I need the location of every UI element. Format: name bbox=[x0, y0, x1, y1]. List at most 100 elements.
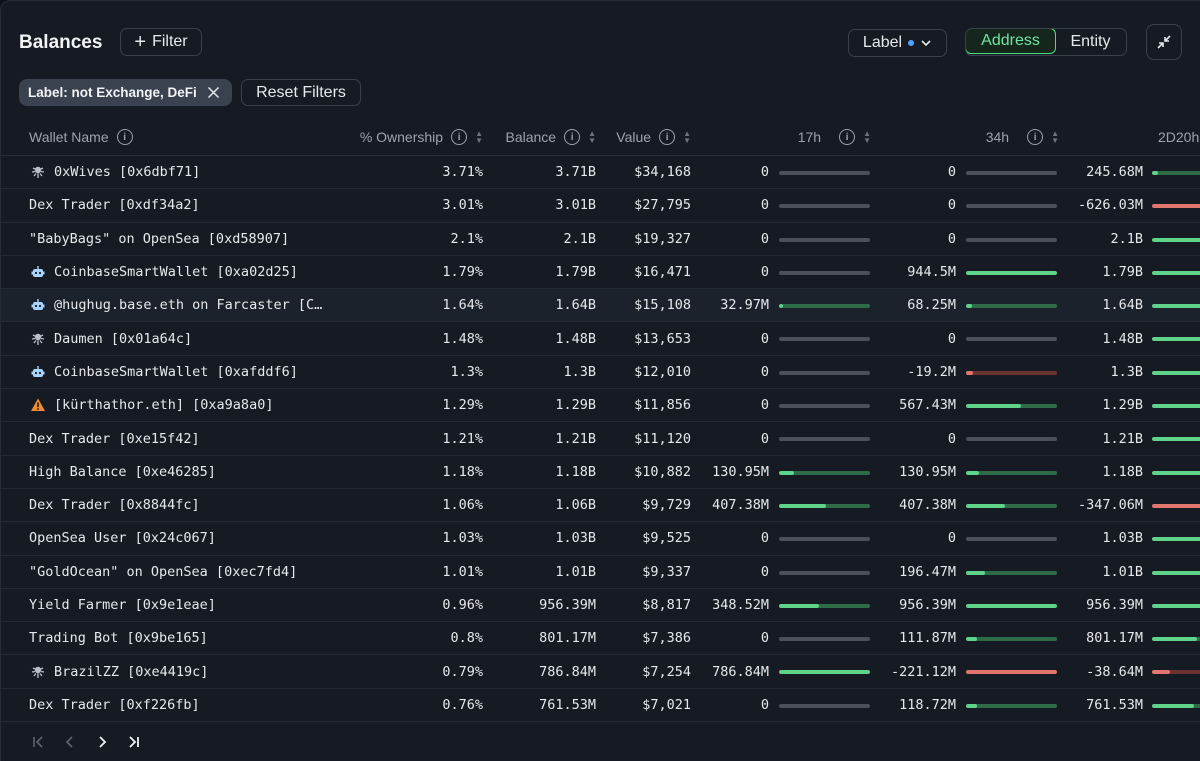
change-2d20h-bar bbox=[1152, 503, 1200, 508]
change-2d20h-bar bbox=[1152, 237, 1200, 242]
column-header-34h[interactable]: 34h i ▲ ▼ bbox=[949, 119, 1059, 155]
reset-filters-button[interactable]: Reset Filters bbox=[241, 79, 361, 106]
table-row[interactable]: Daumen [0x01a64c] 1.48% 1.48B $13,653 0 0 1.48… bbox=[1, 322, 1200, 356]
sort-icon[interactable]: ▲ ▼ bbox=[863, 129, 871, 145]
column-header-label: 34h bbox=[985, 129, 1010, 145]
column-header-2d20h[interactable]: 2D20h bbox=[1158, 119, 1199, 155]
table-row[interactable]: [kürthathor.eth] [0xa9a8a0] 1.29% 1.29B $11… bbox=[1, 389, 1200, 423]
wallet-name[interactable]: Trading Bot [0x9be165] bbox=[29, 630, 208, 647]
last-page-button[interactable] bbox=[125, 733, 143, 751]
wallet-name[interactable]: Dex Trader [0xdf34a2] bbox=[29, 197, 200, 214]
change-34h-value: 944.5M bbox=[907, 264, 956, 281]
wallet-name-cell[interactable]: "BabyBags" on OpenSea [0xd58907] bbox=[29, 223, 341, 255]
tab-address[interactable]: Address bbox=[966, 29, 1056, 54]
table-row[interactable]: CoinbaseSmartWallet [0xa02d25] 1.79% 1.79B… bbox=[1, 256, 1200, 290]
change-17h-bar bbox=[779, 703, 870, 708]
change-17h-value: 32.97M bbox=[720, 297, 769, 314]
wallet-name-cell[interactable]: High Balance [0xe46285] bbox=[29, 456, 341, 488]
wallet-name[interactable]: CoinbaseSmartWallet [0xafddf6] bbox=[54, 363, 298, 380]
wallet-name-cell[interactable]: @hughug.base.eth on Farcaster [C… bbox=[29, 289, 341, 321]
value-cell: $13,653 bbox=[634, 330, 691, 347]
column-header-17h[interactable]: 17h i ▲ ▼ bbox=[761, 119, 871, 155]
wallet-name[interactable]: Dex Trader [0xe15f42] bbox=[29, 430, 200, 447]
wallet-name-cell[interactable]: Dex Trader [0xf226fb] bbox=[29, 689, 341, 721]
sort-icon[interactable]: ▲ ▼ bbox=[475, 129, 483, 145]
info-icon[interactable]: i bbox=[659, 129, 676, 145]
wallet-name-cell[interactable]: "GoldOcean" on OpenSea [0xec7fd4] bbox=[29, 556, 341, 588]
wallet-name-cell[interactable]: Dex Trader [0xe15f42] bbox=[29, 422, 341, 454]
change-2d20h-bar bbox=[1152, 703, 1200, 708]
wallet-name-cell[interactable]: BrazilZZ [0xe4419c] bbox=[29, 655, 341, 687]
wallet-name[interactable]: 0xWives [0x6dbf71] bbox=[54, 164, 201, 181]
table-row[interactable]: Yield Farmer [0x9e1eae] 0.96% 956.39M $8,81… bbox=[1, 589, 1200, 623]
wallet-name-cell[interactable]: [kürthathor.eth] [0xa9a8a0] bbox=[29, 389, 341, 421]
table-row[interactable]: BrazilZZ [0xe4419c] 0.79% 786.84M $7,254 786… bbox=[1, 655, 1200, 689]
table-row[interactable]: Trading Bot [0x9be165] 0.8% 801.17M $7,386 0… bbox=[1, 622, 1200, 656]
active-filter-chip[interactable]: Label: not Exchange, DeFi bbox=[19, 79, 232, 106]
wallet-name[interactable]: Dex Trader [0x8844fc] bbox=[29, 497, 200, 514]
change-34h-value: 0 bbox=[947, 197, 956, 214]
wallet-name[interactable]: "GoldOcean" on OpenSea [0xec7fd4] bbox=[29, 563, 298, 580]
wallet-name[interactable]: Dex Trader [0xf226fb] bbox=[29, 696, 200, 713]
table-row[interactable]: OpenSea User [0x24c067] 1.03% 1.03B $9,525 0… bbox=[1, 522, 1200, 556]
column-header-balance[interactable]: Balance i ▲ ▼ bbox=[481, 119, 596, 155]
table-row[interactable]: CoinbaseSmartWallet [0xafddf6] 1.3% 1.3B $1… bbox=[1, 356, 1200, 390]
info-icon[interactable]: i bbox=[564, 129, 581, 145]
change-17h-bar bbox=[779, 503, 870, 508]
close-icon[interactable] bbox=[207, 86, 220, 99]
column-header-wallet-name[interactable]: Wallet Name i bbox=[29, 119, 133, 155]
wallet-name-cell[interactable]: Dex Trader [0x8844fc] bbox=[29, 489, 341, 521]
sort-icon[interactable]: ▲ ▼ bbox=[588, 129, 596, 145]
wallet-name[interactable]: CoinbaseSmartWallet [0xa02d25] bbox=[54, 264, 298, 281]
value-cell: $9,337 bbox=[642, 563, 691, 580]
table-row[interactable]: Dex Trader [0xf226fb] 0.76% 761.53M $7,021 0… bbox=[1, 689, 1200, 723]
collapse-button[interactable] bbox=[1146, 24, 1182, 60]
column-header-value[interactable]: Value i ▲ ▼ bbox=[596, 119, 691, 155]
change-34h-value: 956.39M bbox=[899, 597, 956, 613]
bug-icon bbox=[29, 163, 47, 181]
table-row[interactable]: High Balance [0xe46285] 1.18% 1.18B $10,882… bbox=[1, 456, 1200, 489]
balance-cell: 1.06B bbox=[555, 497, 596, 514]
change-34h-value: 130.95M bbox=[899, 463, 956, 480]
wallet-name-cell[interactable]: CoinbaseSmartWallet [0xafddf6] bbox=[29, 356, 341, 388]
table-row[interactable]: "BabyBags" on OpenSea [0xd58907] 2.1% 2.1B… bbox=[1, 223, 1200, 256]
label-dropdown[interactable]: Label bbox=[848, 29, 947, 57]
wallet-name-cell[interactable]: CoinbaseSmartWallet [0xa02d25] bbox=[29, 256, 341, 288]
wallet-name[interactable]: "BabyBags" on OpenSea [0xd58907] bbox=[29, 230, 290, 247]
change-2d20h-value: 1.29B bbox=[1102, 397, 1143, 414]
previous-page-button[interactable] bbox=[61, 733, 79, 751]
wallet-name-cell[interactable]: Yield Farmer [0x9e1eae] bbox=[29, 589, 341, 621]
wallet-name[interactable]: BrazilZZ [0xe4419c] bbox=[54, 663, 209, 680]
wallet-name[interactable]: High Balance [0xe46285] bbox=[29, 463, 216, 480]
wallet-name[interactable]: Yield Farmer [0x9e1eae] bbox=[29, 597, 216, 613]
table-row[interactable]: Dex Trader [0xe15f42] 1.21% 1.21B $11,120 0 0… bbox=[1, 422, 1200, 456]
tab-entity[interactable]: Entity bbox=[1070, 33, 1111, 50]
column-header-ownership[interactable]: % Ownership i ▲ ▼ bbox=[331, 119, 483, 155]
first-page-button[interactable] bbox=[29, 733, 47, 751]
table-row[interactable]: @hughug.base.eth on Farcaster [C… 1.64% 1.… bbox=[1, 289, 1200, 323]
wallet-name[interactable]: [kürthathor.eth] [0xa9a8a0] bbox=[54, 397, 274, 414]
table-row[interactable]: "GoldOcean" on OpenSea [0xec7fd4] 1.01% 1.… bbox=[1, 556, 1200, 589]
change-2d20h-value: 761.53M bbox=[1086, 696, 1143, 713]
wallet-name-cell[interactable]: 0xWives [0x6dbf71] bbox=[29, 156, 341, 188]
wallet-name-cell[interactable]: Trading Bot [0x9be165] bbox=[29, 622, 341, 654]
info-icon[interactable]: i bbox=[116, 129, 133, 145]
wallet-name-cell[interactable]: Dex Trader [0xdf34a2] bbox=[29, 189, 341, 221]
info-icon[interactable]: i bbox=[839, 129, 856, 145]
table-body: 0xWives [0x6dbf71] 3.71% 3.71B $34,168 0 0 245… bbox=[1, 156, 1200, 723]
table-row[interactable]: Dex Trader [0xdf34a2] 3.01% 3.01B $27,795 0 0… bbox=[1, 189, 1200, 223]
wallet-name-cell[interactable]: OpenSea User [0x24c067] bbox=[29, 522, 341, 554]
wallet-name-cell[interactable]: Daumen [0x01a64c] bbox=[29, 322, 341, 354]
info-icon[interactable]: i bbox=[451, 129, 468, 145]
add-filter-button[interactable]: + Filter bbox=[120, 28, 202, 56]
wallet-name[interactable]: OpenSea User [0x24c067] bbox=[29, 530, 216, 547]
sort-icon[interactable]: ▲ ▼ bbox=[683, 129, 691, 145]
wallet-name[interactable]: @hughug.base.eth on Farcaster [C… bbox=[54, 297, 323, 314]
info-icon[interactable]: i bbox=[1027, 129, 1044, 145]
table-row[interactable]: Dex Trader [0x8844fc] 1.06% 1.06B $9,729 407… bbox=[1, 489, 1200, 523]
pagination bbox=[29, 733, 143, 751]
table-row[interactable]: 0xWives [0x6dbf71] 3.71% 3.71B $34,168 0 0 245… bbox=[1, 156, 1200, 190]
sort-icon[interactable]: ▲ ▼ bbox=[1051, 129, 1059, 145]
next-page-button[interactable] bbox=[93, 733, 111, 751]
wallet-name[interactable]: Daumen [0x01a64c] bbox=[54, 330, 193, 347]
